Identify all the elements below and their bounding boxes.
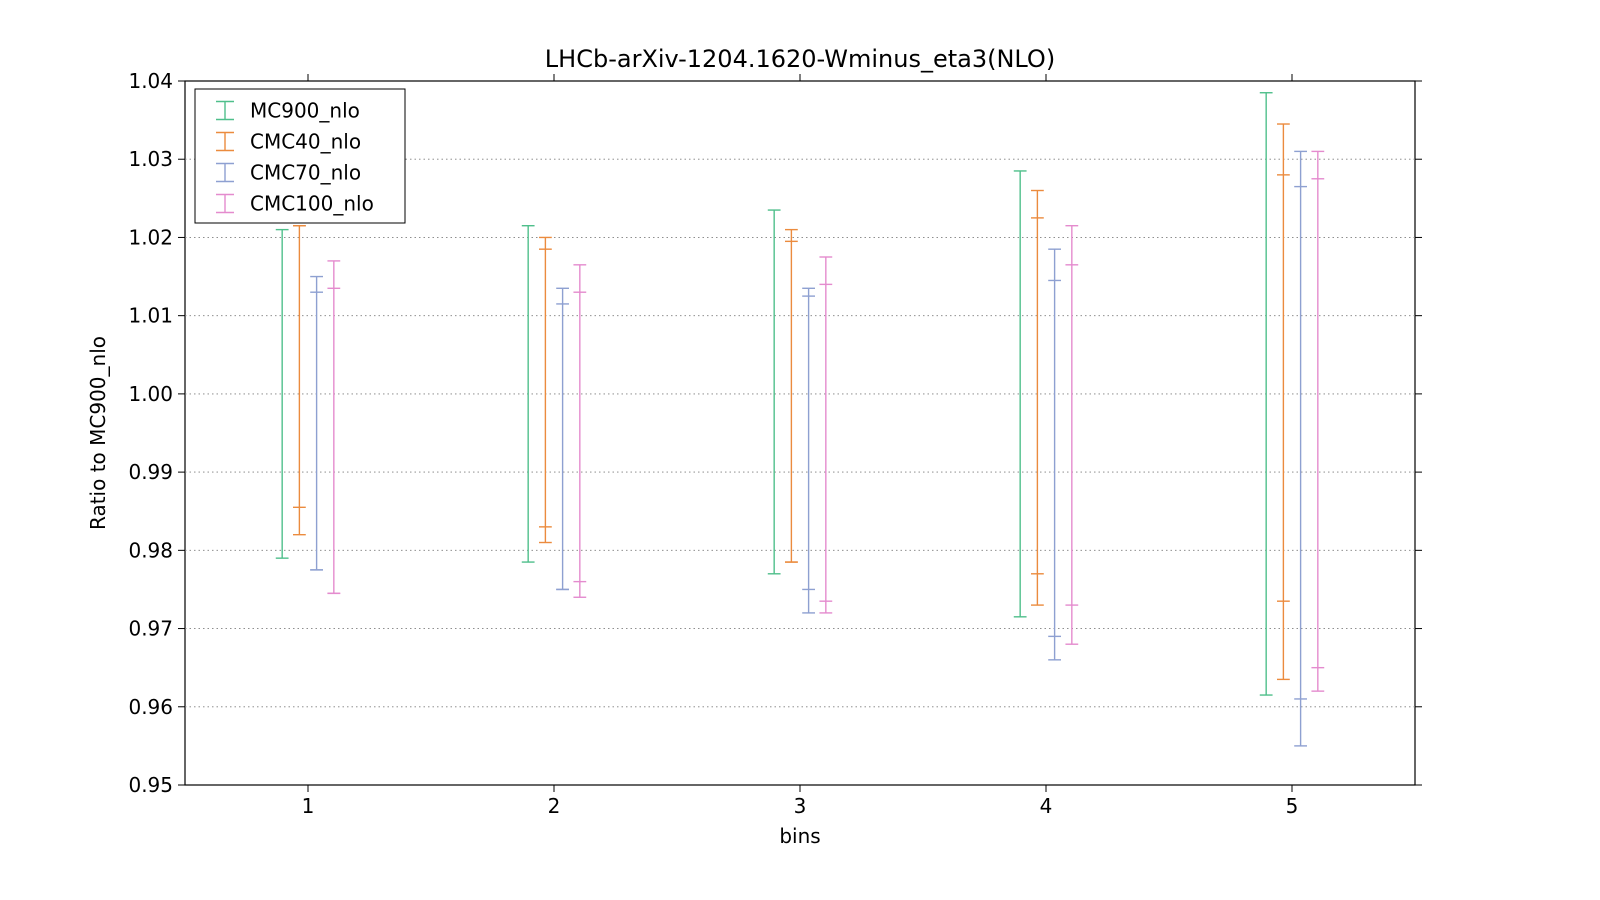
ytick-label: 0.97: [128, 617, 173, 641]
xtick-label: 3: [794, 794, 807, 818]
xtick-label: 5: [1286, 794, 1299, 818]
ytick-label: 1.02: [128, 225, 173, 249]
ytick-label: 1.03: [128, 147, 173, 171]
legend-label: CMC70_nlo: [250, 161, 361, 185]
xtick-label: 2: [548, 794, 561, 818]
chart-svg: 0.95 0.96 0.97 0.98 0.99 1.00 1.01 1.02 1.03 1.04…: [0, 0, 1600, 900]
chart-container: 0.95 0.96 0.97 0.98 0.99 1.00 1.01 1.02 1.03 1.04…: [0, 0, 1600, 900]
xtick-label: 4: [1040, 794, 1053, 818]
legend-label: CMC40_nlo: [250, 130, 361, 154]
chart-title: LHCb-arXiv-1204.1620-Wminus_eta3(NLO): [545, 45, 1055, 73]
ytick-label: 0.99: [128, 460, 173, 484]
ytick-label: 0.98: [128, 538, 173, 562]
ylabel: Ratio to MC900_nlo: [86, 336, 110, 530]
xlabel: bins: [779, 824, 820, 848]
ytick-label: 1.01: [128, 304, 173, 328]
ytick-label: 1.00: [128, 382, 173, 406]
xtick-label: 1: [302, 794, 315, 818]
ytick-label: 0.96: [128, 695, 173, 719]
ytick-label: 0.95: [128, 773, 173, 797]
ytick-label: 1.04: [128, 69, 173, 93]
legend-label: MC900_nlo: [250, 99, 360, 123]
legend-label: CMC100_nlo: [250, 192, 374, 216]
